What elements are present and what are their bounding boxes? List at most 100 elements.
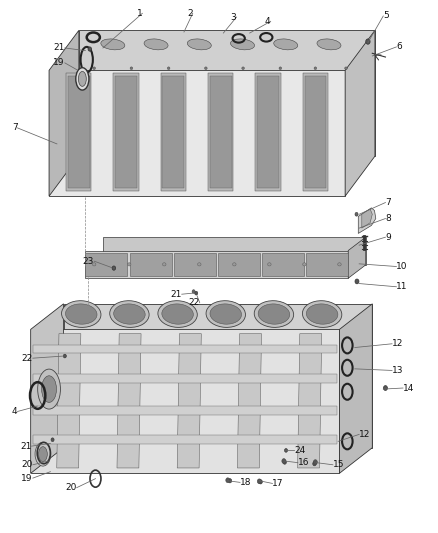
Ellipse shape xyxy=(257,479,261,484)
Ellipse shape xyxy=(112,266,116,270)
Polygon shape xyxy=(358,208,376,233)
Polygon shape xyxy=(117,334,141,468)
Ellipse shape xyxy=(167,67,170,69)
Ellipse shape xyxy=(314,459,317,464)
Text: 22: 22 xyxy=(188,298,200,307)
Text: 10: 10 xyxy=(396,262,408,271)
Polygon shape xyxy=(49,30,79,196)
Polygon shape xyxy=(31,304,64,473)
Ellipse shape xyxy=(101,39,125,50)
Ellipse shape xyxy=(282,458,286,463)
Polygon shape xyxy=(174,253,216,276)
Ellipse shape xyxy=(283,460,286,464)
Ellipse shape xyxy=(355,279,359,284)
Ellipse shape xyxy=(195,291,198,295)
Text: 3: 3 xyxy=(231,13,237,21)
Ellipse shape xyxy=(78,71,86,86)
Ellipse shape xyxy=(230,39,254,50)
Ellipse shape xyxy=(88,47,92,51)
Ellipse shape xyxy=(268,263,271,266)
Text: 21: 21 xyxy=(53,44,65,52)
Text: 9: 9 xyxy=(385,233,391,241)
Ellipse shape xyxy=(162,304,193,324)
Ellipse shape xyxy=(144,39,168,50)
Ellipse shape xyxy=(258,304,290,324)
Ellipse shape xyxy=(254,301,293,327)
Text: 5: 5 xyxy=(383,12,389,20)
Ellipse shape xyxy=(233,263,236,266)
Ellipse shape xyxy=(38,369,60,409)
Ellipse shape xyxy=(274,39,298,50)
Polygon shape xyxy=(33,435,337,444)
Ellipse shape xyxy=(93,67,95,69)
Text: 22: 22 xyxy=(21,354,33,362)
Text: 6: 6 xyxy=(396,43,402,51)
Polygon shape xyxy=(85,251,348,278)
Ellipse shape xyxy=(306,304,338,324)
Ellipse shape xyxy=(162,263,166,266)
Polygon shape xyxy=(161,73,186,191)
Ellipse shape xyxy=(228,479,232,483)
Ellipse shape xyxy=(66,304,97,324)
Polygon shape xyxy=(33,374,337,383)
Text: 13: 13 xyxy=(392,366,403,375)
Polygon shape xyxy=(115,76,137,188)
Polygon shape xyxy=(298,334,322,468)
Polygon shape xyxy=(218,253,260,276)
Polygon shape xyxy=(303,73,328,191)
Polygon shape xyxy=(362,209,372,228)
Text: 12: 12 xyxy=(392,340,403,348)
Ellipse shape xyxy=(205,67,207,69)
Polygon shape xyxy=(210,76,232,188)
Text: 20: 20 xyxy=(21,461,33,469)
Polygon shape xyxy=(208,73,233,191)
Ellipse shape xyxy=(42,376,57,402)
Polygon shape xyxy=(113,73,139,191)
Polygon shape xyxy=(237,334,261,468)
Polygon shape xyxy=(68,76,90,188)
Ellipse shape xyxy=(314,67,317,69)
Polygon shape xyxy=(33,406,337,415)
Ellipse shape xyxy=(366,39,370,44)
Text: 7: 7 xyxy=(12,124,18,132)
Ellipse shape xyxy=(113,304,145,324)
Ellipse shape xyxy=(384,386,387,390)
Polygon shape xyxy=(79,30,375,156)
Ellipse shape xyxy=(303,263,306,266)
Ellipse shape xyxy=(127,263,131,266)
Ellipse shape xyxy=(92,263,96,266)
Text: 11: 11 xyxy=(396,282,408,291)
Polygon shape xyxy=(339,304,372,473)
Text: 17: 17 xyxy=(272,479,284,488)
Polygon shape xyxy=(262,253,304,276)
Ellipse shape xyxy=(313,462,316,466)
Polygon shape xyxy=(49,70,345,196)
Text: 23: 23 xyxy=(83,257,94,265)
Ellipse shape xyxy=(63,354,67,358)
Ellipse shape xyxy=(187,39,211,50)
Text: 1: 1 xyxy=(137,9,142,18)
Text: 21: 21 xyxy=(20,442,32,450)
Ellipse shape xyxy=(62,301,101,327)
Ellipse shape xyxy=(345,67,347,69)
Ellipse shape xyxy=(338,263,341,266)
Polygon shape xyxy=(257,76,279,188)
Ellipse shape xyxy=(130,67,133,69)
Text: 18: 18 xyxy=(240,478,251,487)
Ellipse shape xyxy=(35,442,51,466)
Ellipse shape xyxy=(226,478,230,483)
Polygon shape xyxy=(57,334,81,468)
Polygon shape xyxy=(130,253,172,276)
Text: 16: 16 xyxy=(298,458,309,467)
Polygon shape xyxy=(304,76,326,188)
Text: 4: 4 xyxy=(265,17,271,26)
Text: 4: 4 xyxy=(12,407,18,416)
Polygon shape xyxy=(103,237,366,265)
Text: 8: 8 xyxy=(385,214,391,223)
Text: 19: 19 xyxy=(53,59,65,67)
Text: 21: 21 xyxy=(170,290,182,298)
Polygon shape xyxy=(66,73,92,191)
Ellipse shape xyxy=(242,67,244,69)
Ellipse shape xyxy=(192,290,195,293)
Polygon shape xyxy=(33,345,337,353)
